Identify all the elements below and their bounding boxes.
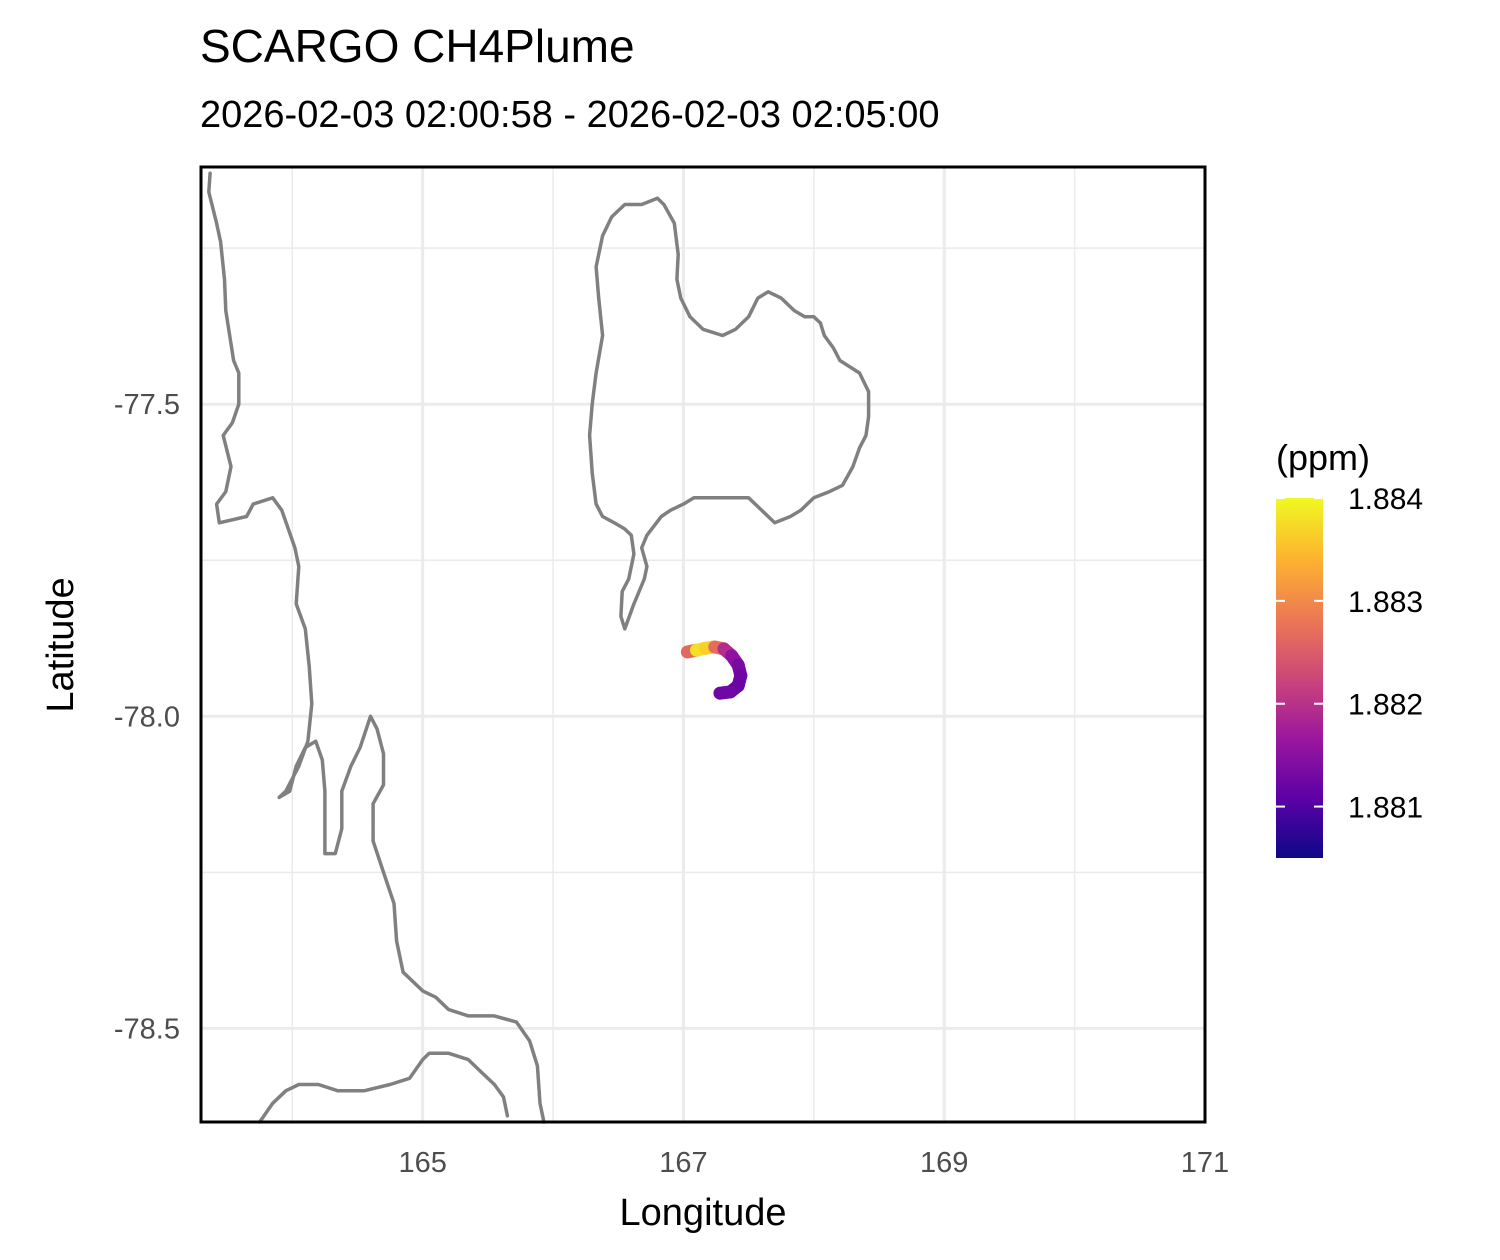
colorbar-tick-label: 1.884 [1348, 483, 1423, 516]
legend-title: (ppm) [1276, 437, 1370, 478]
chart-title: SCARGO CH4Plume [200, 20, 635, 72]
major-gridlines [201, 167, 1207, 1122]
x-tick-label: 167 [659, 1147, 707, 1179]
plume-track [680, 640, 748, 700]
panel-border [199, 165, 1207, 1124]
coastline [207, 171, 546, 1124]
x-tick-label: 165 [398, 1147, 446, 1179]
x-axis-ticks: 165 167 169 171 [398, 1147, 1229, 1179]
colorbar [1276, 498, 1323, 858]
plume-segment [713, 685, 737, 700]
x-tick-label: 169 [920, 1147, 968, 1179]
chart-subtitle: 2026-02-03 02:00:58 - 2026-02-03 02:05:0… [200, 94, 940, 136]
map-panel [199, 165, 1207, 1124]
colorbar-tick-label: 1.883 [1348, 586, 1423, 619]
x-axis-title: Longitude [620, 1192, 787, 1234]
coastline [587, 196, 871, 631]
x-tick-label: 171 [1181, 1147, 1229, 1179]
y-tick-label: -77.5 [114, 389, 180, 421]
y-tick-label: -78.0 [114, 701, 180, 733]
coastline [257, 1051, 510, 1124]
colorbar-tick-label: 1.882 [1348, 689, 1423, 722]
y-axis-title: Latitude [40, 577, 82, 712]
y-tick-label: -78.5 [114, 1013, 180, 1045]
colorbar-ticks: 1.884 1.883 1.882 1.881 [1276, 483, 1423, 825]
coastline-layer [207, 171, 871, 1124]
colorbar-tick-label: 1.881 [1348, 792, 1423, 825]
minor-gridlines [201, 167, 1205, 1122]
colorbar-legend: (ppm) 1.884 1.883 1.882 1.881 [1276, 437, 1423, 858]
y-axis-ticks: -77.5 -78.0 -78.5 [114, 389, 180, 1045]
